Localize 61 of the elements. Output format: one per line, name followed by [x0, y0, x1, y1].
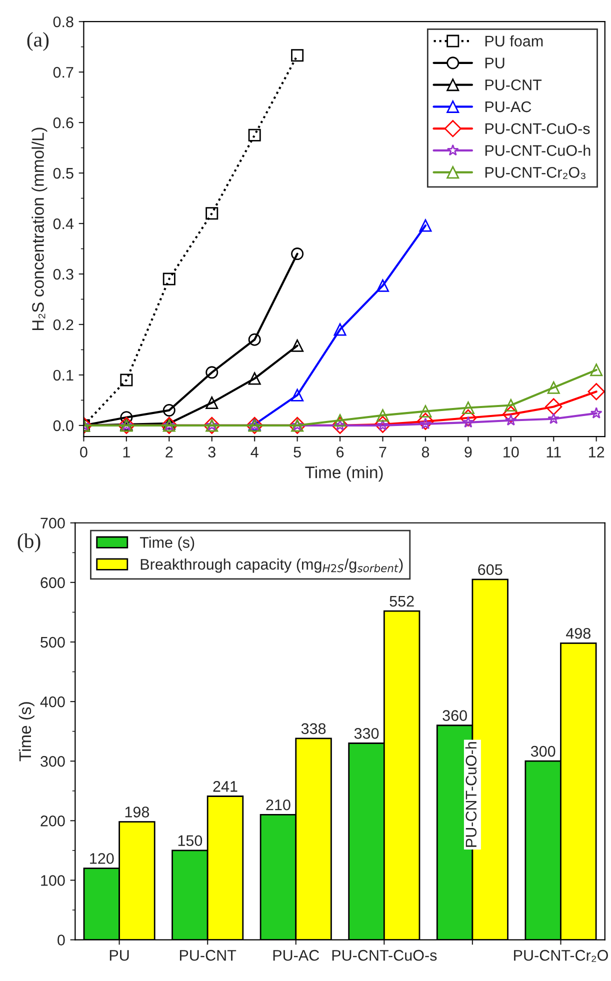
data-label: 360 [442, 710, 467, 721]
y-tick-label: 500 [40, 636, 65, 648]
text: (a) [27, 32, 49, 51]
x-tick-label: 5 [294, 446, 301, 458]
y-tick-label: 600 [40, 577, 65, 588]
x-tick-label: 1 [123, 446, 130, 458]
x-tick-label: 11 [546, 446, 561, 458]
legend-label: PU-AC [485, 101, 532, 112]
data-label: 198 [125, 806, 150, 818]
legend-label: PU-CNT-CuO-s [485, 123, 590, 134]
y-tick-label: 0.0 [53, 420, 74, 432]
y-tick-label: 100 [41, 875, 65, 886]
y-tick-label: 0.8 [53, 16, 74, 28]
x-tick-label: 12 [589, 446, 604, 458]
x-tick-label: 10 [504, 446, 519, 458]
legend-label: PU-CNT-Cr₂O₃ [485, 167, 586, 180]
legend-label: Breakthrough capacity (mg$_{H2S}$/g$_{sorbent}$) [140, 558, 403, 573]
x-tick-label: 7 [379, 446, 386, 458]
y-tick-label: 200 [40, 816, 65, 826]
x-axis-title: Time (min) [305, 466, 383, 482]
data-label: 605 [478, 564, 502, 576]
y-tick-label: 0.1 [53, 370, 74, 381]
x-tick-label: 4 [250, 446, 258, 458]
y-tick-label: 0.5 [53, 168, 74, 179]
x-tick-label: 3 [208, 446, 216, 458]
x-tick-label: 2 [166, 446, 173, 458]
legend-label: PU-CNT-CuO-h [485, 144, 590, 156]
data-label: 241 [213, 781, 238, 792]
y-tick-label: 300 [40, 756, 65, 767]
y-tick-label: 700 [40, 518, 65, 529]
legend-label: Time (s) [140, 536, 194, 551]
y-tick-label: 0.4 [53, 218, 74, 230]
data-label: 300 [530, 746, 556, 757]
x-tick-label: PU [110, 950, 129, 961]
x-tick-label: 9 [464, 446, 472, 458]
y-tick-label: 0.2 [53, 319, 74, 330]
data-label: 120 [90, 853, 114, 864]
x-tick-label: PU-CNT-Cr₂O [514, 950, 608, 962]
data-label: 552 [390, 596, 414, 607]
legend-label: PU foam [485, 35, 543, 47]
legend-label: PU [485, 58, 504, 68]
y-tick-label: 0 [58, 934, 65, 946]
y-axis-title: H₂S concentration (mmol/L) [32, 128, 48, 330]
legend-label: PU-CNT [485, 79, 542, 90]
data-label: 330 [354, 728, 379, 739]
y-tick-label: 0.3 [53, 268, 74, 280]
y-tick-label: 400 [40, 696, 65, 708]
data-label: 498 [566, 628, 590, 639]
x-tick-label: PU-CNT-CuO-s [332, 950, 437, 961]
data-label: 150 [178, 835, 202, 846]
data-label: 338 [301, 723, 326, 734]
x-tick-label: PU-AC [273, 950, 320, 961]
x-tick-label: 0 [80, 446, 88, 458]
y-axis-title: Time (s) [18, 702, 34, 762]
x-tick-label: 8 [422, 446, 430, 458]
x-tick-label: PU-CNT [180, 950, 236, 961]
x-tick-label: 6 [336, 446, 344, 458]
text: (b) [18, 533, 40, 552]
data-label: 210 [266, 799, 290, 810]
y-tick-label: 0.7 [53, 66, 74, 78]
y-tick-label: 0.6 [53, 117, 74, 128]
